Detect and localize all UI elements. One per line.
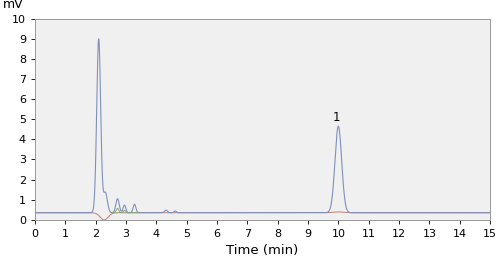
Text: 1: 1 xyxy=(333,111,340,124)
Text: mV: mV xyxy=(3,0,24,11)
X-axis label: Time (min): Time (min) xyxy=(226,244,298,257)
